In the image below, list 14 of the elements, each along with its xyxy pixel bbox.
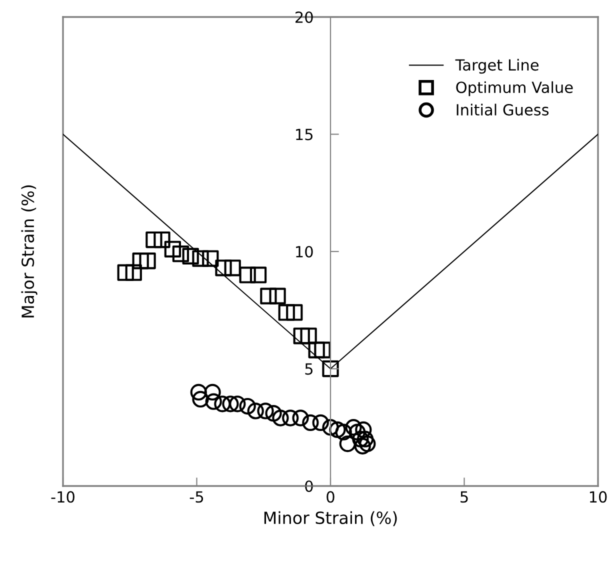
x-tick-label: 5 (460, 491, 468, 503)
x-tick-label: 0 (326, 491, 334, 503)
legend-label: Optimum Value (456, 81, 573, 96)
x-tick-label: -5 (190, 491, 204, 503)
x-axis-title: Minor Strain (%) (264, 511, 397, 526)
y-tick-label: 15 (296, 128, 312, 140)
legend-label: Target Line (455, 58, 538, 74)
x-tick-label: 10 (590, 491, 607, 503)
y-tick-label: 20 (296, 11, 313, 24)
legend-label: Initial Guess (456, 104, 549, 116)
y-tick-label: 5 (305, 363, 312, 375)
x-tick-label: -10 (51, 491, 74, 503)
y-tick-label: 10 (296, 246, 313, 258)
y-axis-title: Major Strain (%) (21, 185, 38, 318)
